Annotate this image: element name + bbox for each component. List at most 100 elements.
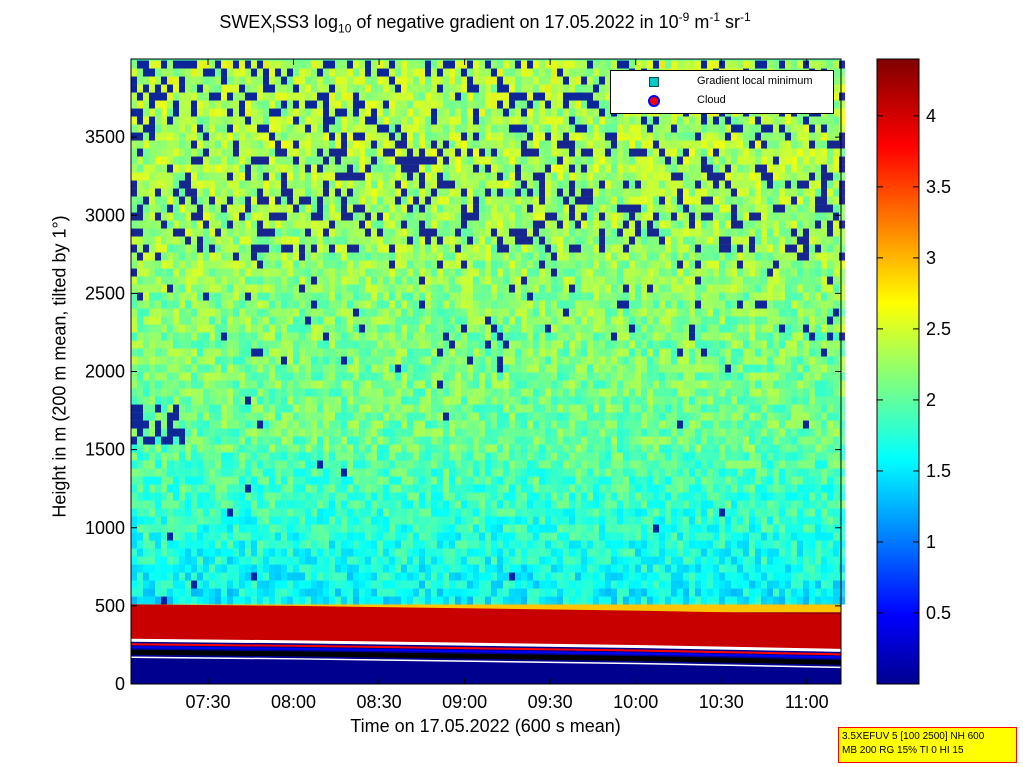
heat-cell (641, 236, 647, 245)
heat-cell (305, 172, 311, 181)
heat-cell (449, 68, 455, 77)
heat-cell (185, 236, 191, 245)
heat-cell (191, 92, 197, 101)
heat-cell (821, 244, 827, 253)
heat-cell (467, 324, 473, 333)
heat-cell (395, 116, 401, 125)
heat-cell (425, 124, 431, 133)
heat-cell (665, 316, 671, 325)
heat-cell (197, 268, 203, 277)
heat-cell (785, 140, 791, 149)
heat-cell (647, 228, 653, 237)
heat-cell (473, 228, 479, 237)
heat-cell (617, 156, 623, 165)
heat-cell (803, 276, 809, 285)
heat-cell (443, 124, 449, 133)
heat-cell (179, 276, 185, 285)
heat-cell (593, 244, 599, 253)
heat-cell (527, 172, 533, 181)
heat-cell (635, 236, 641, 245)
heat-cell (683, 124, 689, 133)
heat-cell (731, 356, 737, 365)
heat-cell (383, 236, 389, 245)
heat-cell (569, 164, 575, 173)
heat-cell (479, 132, 485, 141)
heat-cell (641, 276, 647, 285)
heat-cell (293, 340, 299, 349)
heat-cell (371, 84, 377, 93)
heat-cell (281, 348, 287, 357)
heat-cell (839, 340, 845, 349)
heat-cell (815, 116, 821, 125)
heat-cell (773, 244, 779, 253)
heat-cell (221, 140, 227, 149)
heat-cell (617, 116, 623, 125)
heat-cell (203, 180, 209, 189)
heat-cell (665, 148, 671, 157)
heat-cell (401, 228, 407, 237)
heat-cell (611, 204, 617, 213)
heat-cell (371, 212, 377, 221)
heat-cell (131, 100, 137, 109)
heat-cell (803, 300, 809, 309)
heat-cell (245, 140, 251, 149)
heat-cell (629, 276, 635, 285)
heat-cell (449, 212, 455, 221)
heat-cell (239, 236, 245, 245)
heat-cell (377, 300, 383, 309)
heat-cell (569, 332, 575, 341)
heat-cell (419, 172, 425, 181)
heat-cell (701, 204, 707, 213)
heat-cell (155, 324, 161, 333)
heat-cell (659, 156, 665, 165)
heat-cell (431, 84, 437, 93)
heat-cell (827, 332, 833, 341)
heat-cell (749, 196, 755, 205)
heat-cell (479, 388, 485, 397)
heat-cell (773, 164, 779, 173)
heat-cell (425, 372, 431, 381)
heat-cell (743, 372, 749, 381)
heat-cell (551, 180, 557, 189)
heat-cell (473, 388, 479, 397)
heat-cell (701, 140, 707, 149)
heat-cell (185, 148, 191, 157)
heat-cell (257, 228, 263, 237)
heat-cell (257, 388, 263, 397)
heat-cell (365, 276, 371, 285)
heat-cell (167, 364, 173, 373)
heat-cell (233, 100, 239, 109)
heat-cell (149, 148, 155, 157)
heat-cell (515, 84, 521, 93)
heat-cell (287, 252, 293, 261)
heat-cell (431, 236, 437, 245)
heat-cell (377, 220, 383, 229)
heat-cell (197, 316, 203, 325)
heat-cell (425, 268, 431, 277)
heat-cell (749, 300, 755, 309)
heat-cell (539, 316, 545, 325)
heat-cell (593, 324, 599, 333)
heat-cell (557, 292, 563, 301)
heat-cell (419, 364, 425, 373)
heat-cell (791, 132, 797, 141)
heat-cell (311, 292, 317, 301)
heat-cell (239, 276, 245, 285)
heat-cell (389, 372, 395, 381)
heat-cell (443, 196, 449, 205)
heat-cell (533, 292, 539, 301)
heat-cell (479, 204, 485, 213)
heat-cell (413, 364, 419, 373)
heat-cell (179, 380, 185, 389)
heat-cell (821, 124, 827, 133)
heat-cell (653, 60, 659, 69)
heat-cell (137, 276, 143, 285)
heat-cell (173, 212, 179, 221)
heat-cell (461, 316, 467, 325)
heat-cell (707, 356, 713, 365)
heat-cell (383, 292, 389, 301)
heat-cell (797, 132, 803, 141)
heat-cell (269, 356, 275, 365)
heat-cell (257, 356, 263, 365)
heat-cell (551, 252, 557, 261)
